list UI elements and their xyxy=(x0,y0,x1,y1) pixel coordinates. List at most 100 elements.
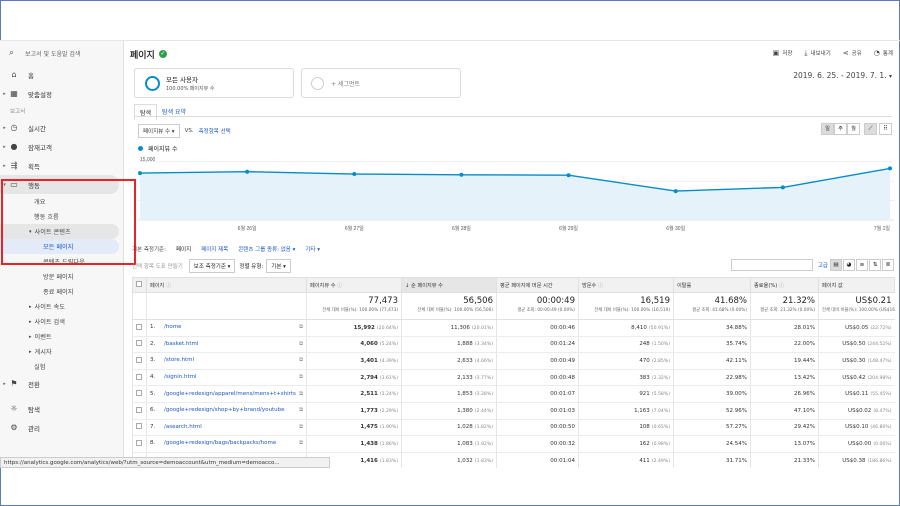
col-header-pageviews[interactable]: 페이지뷰 수 ⓘ xyxy=(306,277,402,293)
col-header-page-value[interactable]: 페이지 값 xyxy=(818,277,895,293)
advanced-filter-link[interactable]: 고급 xyxy=(817,263,828,269)
secondary-dimension-select[interactable]: 보조 측정기준 ▾ xyxy=(188,259,236,273)
pie-view-icon[interactable]: ◕ xyxy=(843,259,855,271)
sidebar-item-behavior-flow[interactable]: 행동 흐름 xyxy=(34,214,59,221)
dimension-page-title[interactable]: 페이지 제목 xyxy=(201,247,229,253)
sidebar-item-experiments[interactable]: 실험 xyxy=(34,364,46,371)
col-header-entrances[interactable]: 방문수 ⓘ xyxy=(578,277,674,293)
export-button[interactable]: ⤓ 내보내기 xyxy=(804,49,830,58)
period-day-button[interactable]: 일 xyxy=(821,123,834,135)
plot-rows-button[interactable]: 선택 항목 도표 만들기 xyxy=(132,264,183,270)
period-week-button[interactable]: 주 xyxy=(834,123,847,135)
table-row[interactable]: 4./signin.html ⧉ 2,794 (3.61%) 2,133 (3.77%) 0… xyxy=(132,369,895,387)
metric-row: 페이지뷰 수 ▾ VS. 측정항목 선택 xyxy=(138,124,231,138)
open-page-icon[interactable]: ⧉ xyxy=(299,440,303,447)
open-page-icon[interactable]: ⧉ xyxy=(299,324,303,331)
page-link[interactable]: /asearch.html xyxy=(164,423,202,430)
row-checkbox[interactable] xyxy=(132,385,147,403)
line-chart-icon[interactable]: ⟋ xyxy=(864,123,877,135)
date-range-picker[interactable]: 2019. 6. 25. - 2019. 7. 1. ▾ xyxy=(793,71,892,80)
sidebar-item-content-drilldown[interactable]: 콘텐츠 드릴다운 xyxy=(43,259,85,266)
row-checkbox[interactable] xyxy=(132,402,147,420)
sidebar-item-custom[interactable]: ▸ ▦ 맞춤설정 xyxy=(0,84,123,103)
sidebar-item-overview[interactable]: 개요 xyxy=(34,199,46,206)
sidebar-item-events[interactable]: ▸ 이벤트 xyxy=(0,329,123,344)
sidebar-item-exit-pages[interactable]: 종료 페이지 xyxy=(43,289,74,296)
table-row[interactable]: 5. /google+redesign/apparel/mens/mens+t+s… xyxy=(132,385,895,403)
dimension-content-group[interactable]: 콘텐츠 그룹 종류: 없음 ▾ xyxy=(238,247,296,253)
pivot-view-icon[interactable]: Ⅲ xyxy=(882,259,894,271)
sidebar-item-admin[interactable]: ⚙ 관리 xyxy=(0,418,123,437)
lightbulb-icon: ☼ xyxy=(10,404,18,413)
motion-chart-icon[interactable]: ⠿ xyxy=(879,123,892,135)
table-row[interactable]: 3./store.html ⧉ 3,401 (4.39%) 2,633 (4.66%) 00… xyxy=(132,352,895,370)
caret-down-icon: ▾ xyxy=(3,181,6,188)
metric-select[interactable]: 페이지뷰 수 ▾ xyxy=(138,124,180,138)
sidebar-item-all-pages[interactable]: 모든 페이지 xyxy=(0,239,119,254)
total-value: 16,519 xyxy=(640,296,670,306)
sort-type-select[interactable]: 기본 ▾ xyxy=(266,259,291,273)
table-search-input[interactable] xyxy=(731,259,813,271)
col-header-page[interactable]: 페이지 ⓘ xyxy=(146,277,307,293)
row-checkbox[interactable] xyxy=(132,419,147,437)
unique-pageviews-value: 1,380 xyxy=(457,407,473,414)
dimension-other[interactable]: 기타 ▾ xyxy=(305,247,321,253)
sidebar-item-discover[interactable]: ☼ 탐색 xyxy=(0,399,123,418)
open-page-icon[interactable]: ⧉ xyxy=(299,390,303,397)
page-link[interactable]: /store.html xyxy=(164,357,195,364)
sidebar-item-landing-pages[interactable]: 방문 페이지 xyxy=(43,274,74,281)
bar-view-icon[interactable]: ≡ xyxy=(856,259,868,271)
page-link[interactable]: /google+redesign/bags/backpacks/home xyxy=(164,440,277,447)
page-link[interactable]: /google+redesign/shop+by+brand/youtube xyxy=(164,407,285,414)
sidebar-item-home[interactable]: ⌂ 홈 xyxy=(0,65,123,84)
table-row[interactable]: 2./basket.html ⧉ 4,060 (5.24%) 1,888 (3.34%) 0… xyxy=(132,336,895,354)
table-row[interactable]: 8./google+redesign/bags/backpacks/home ⧉ 1… xyxy=(132,435,895,453)
col-header-avg-time[interactable]: 평균 페이지에 머문 시간 xyxy=(496,277,579,293)
segment-all-users[interactable]: 모든 사용자 100.00% 페이지뷰 수 xyxy=(134,68,294,98)
sidebar-item-realtime[interactable]: ▸ ◷ 실시간 xyxy=(0,118,123,137)
sidebar-search[interactable]: ⌕ 보고서 및 도움말 검색 xyxy=(0,41,123,65)
insights-button[interactable]: ◔ 통계 xyxy=(874,49,893,58)
sidebar-item-conversions[interactable]: ▸ ⚑ 전환 xyxy=(0,374,123,393)
tab-explorer-summary[interactable]: 탐색 요약 xyxy=(157,104,192,120)
period-month-button[interactable]: 월 xyxy=(847,123,860,135)
table-view-icon[interactable]: ▤ xyxy=(830,259,842,271)
open-page-icon[interactable]: ⧉ xyxy=(299,423,303,430)
table-header-row: 페이지 ⓘ 페이지뷰 수 ⓘ ↓ 순 페이지뷰 수 평균 페이지에 머문 시간 … xyxy=(132,277,895,293)
table-row[interactable]: 7./asearch.html ⧉ 1,475 (1.90%) 1,028 (1.82%)… xyxy=(132,419,895,437)
page-link[interactable]: /basket.html xyxy=(164,340,199,347)
row-checkbox[interactable] xyxy=(132,369,147,387)
page-link[interactable]: /home xyxy=(164,324,182,331)
col-header-unique-pageviews[interactable]: ↓ 순 페이지뷰 수 xyxy=(401,277,497,293)
add-segment-button[interactable]: + 세그먼트 xyxy=(301,68,461,98)
sidebar-item-site-search[interactable]: ▸ 사이트 검색 xyxy=(0,314,123,329)
x-tick-label: 6월 30일 xyxy=(666,225,685,232)
open-page-icon[interactable]: ⧉ xyxy=(299,340,303,347)
page-link[interactable]: /google+redesign/apparel/mens/mens+t+shi… xyxy=(164,390,296,397)
select-all-checkbox[interactable] xyxy=(132,277,147,293)
row-checkbox[interactable] xyxy=(132,336,147,354)
row-checkbox[interactable] xyxy=(132,435,147,453)
entrances-pct: (2.32%) xyxy=(651,375,670,381)
sidebar-item-site-speed[interactable]: ▸ 사이트 속도 xyxy=(0,299,123,314)
col-header-exit-rate[interactable]: 종료율(%) ⓘ xyxy=(750,277,819,293)
share-button[interactable]: ⋖ 공유 xyxy=(843,49,862,58)
sidebar-item-acquisition[interactable]: ▸ ⇶ 획득 xyxy=(0,156,123,175)
table-row[interactable]: 6. /google+redesign/shop+by+brand/youtube… xyxy=(132,402,895,420)
compare-view-icon[interactable]: ⇅ xyxy=(869,259,881,271)
sidebar-item-publisher[interactable]: ▸ 게시자 xyxy=(0,344,123,359)
sidebar-item-audience[interactable]: ▸ ● 잠재고객 xyxy=(0,137,123,156)
save-button[interactable]: ▣ 저장 xyxy=(773,49,793,58)
row-checkbox[interactable] xyxy=(132,352,147,370)
open-page-icon[interactable]: ⧉ xyxy=(299,374,303,381)
dimension-page[interactable]: 페이지 xyxy=(175,247,192,253)
col-header-bounce-rate[interactable]: 이탈률 xyxy=(673,277,751,293)
open-page-icon[interactable]: ⧉ xyxy=(299,407,303,414)
page-link[interactable]: /signin.html xyxy=(164,374,197,381)
open-page-icon[interactable]: ⧉ xyxy=(299,357,303,364)
select-metric-link[interactable]: 측정항목 선택 xyxy=(198,129,231,135)
sidebar-item-site-content[interactable]: ▾ 사이트 콘텐츠 xyxy=(0,224,119,239)
tab-explorer[interactable]: 탐색 xyxy=(134,104,158,120)
table-row[interactable]: 1./home ⧉ 15,992 (20.64%) 11,306 (20.01%) 00:0… xyxy=(132,319,895,337)
row-checkbox[interactable] xyxy=(132,319,147,337)
